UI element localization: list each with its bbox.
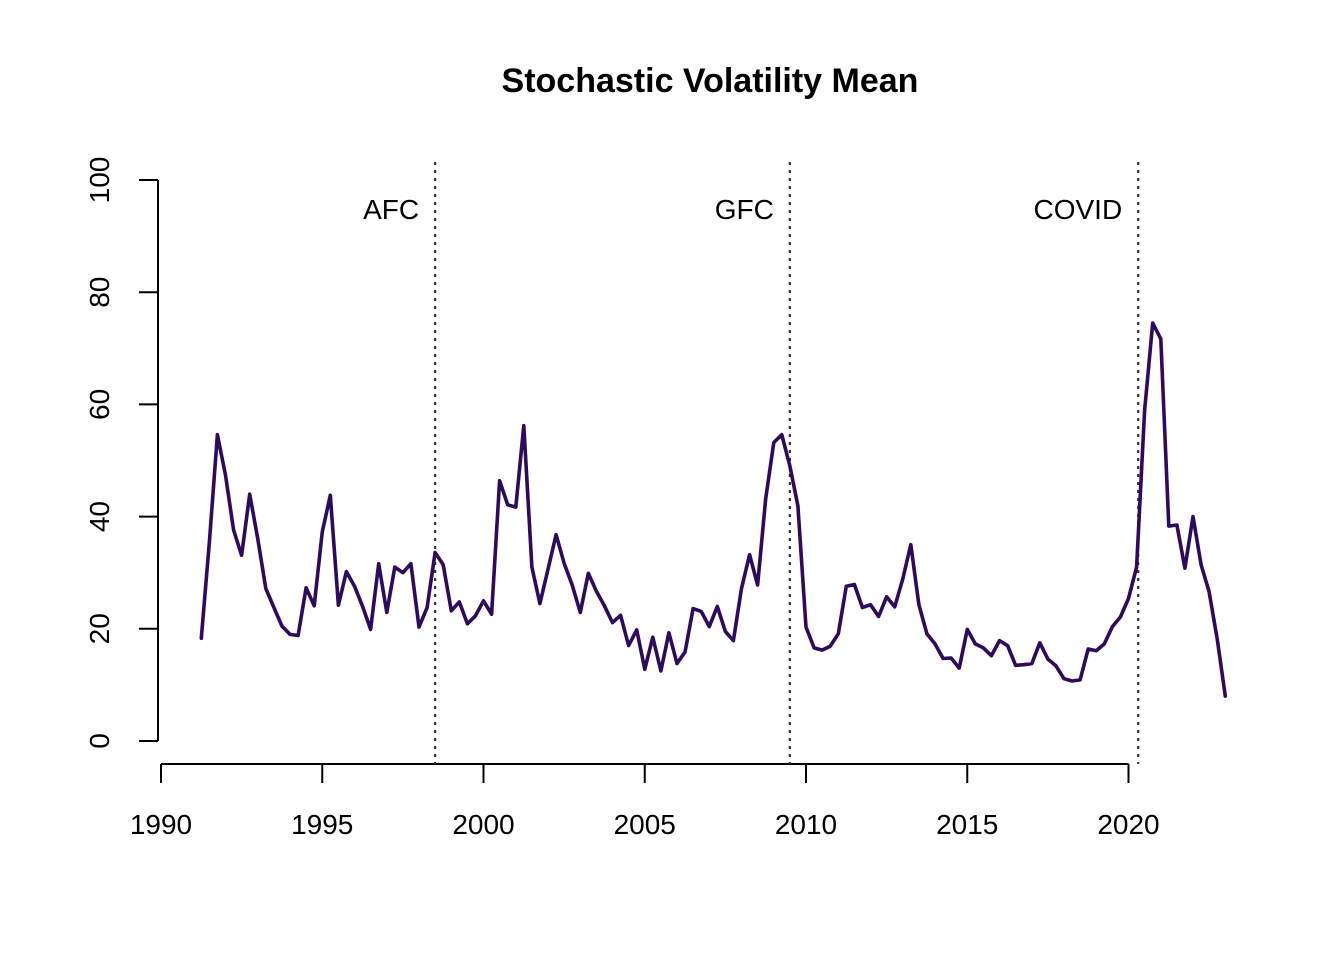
x-tick-label: 2005 [614,809,676,840]
event-label-gfc: GFC [715,194,774,225]
series-group [199,321,1228,698]
event-label-covid: COVID [1033,194,1122,225]
x-axis: 1990 1995 2000 2005 2010 2015 2020 [130,763,1160,840]
chart-title: Stochastic Volatility Mean [502,62,919,100]
y-tick-label: 60 [84,389,115,420]
x-tick-label: 2000 [452,809,514,840]
x-tick-label: 2010 [775,809,837,840]
event-label-afc: AFC [363,194,419,225]
x-tick-label: 2015 [936,809,998,840]
x-tick-label: 1990 [130,809,192,840]
y-tick-label: 20 [84,613,115,644]
x-tick-label: 2020 [1097,809,1159,840]
y-tick-label: 80 [84,277,115,308]
event-annotations: AFC GFC COVID [363,162,1140,764]
y-axis: 0 20 40 60 80 100 [84,157,159,749]
x-tick-label: 1995 [291,809,353,840]
y-tick-label: 100 [84,157,115,204]
y-tick-label: 40 [84,501,115,532]
series-line-0 [199,321,1228,698]
y-tick-label: 0 [84,733,115,749]
